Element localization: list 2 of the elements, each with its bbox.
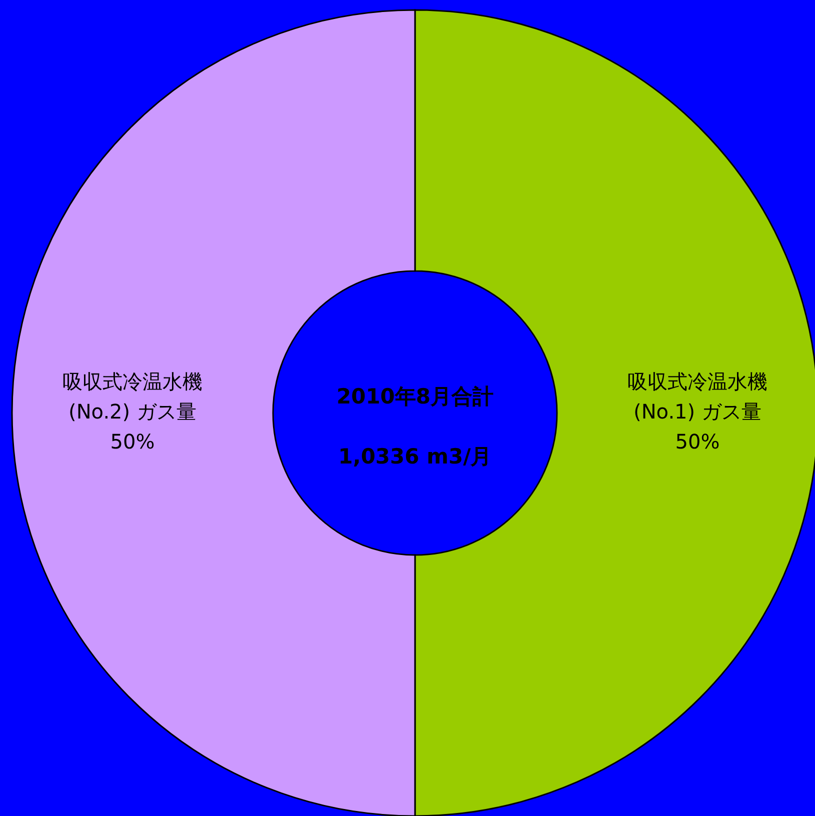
text: 2010年8月合計: [336, 384, 494, 409]
text: 1,0336 m3/月: [338, 444, 492, 469]
